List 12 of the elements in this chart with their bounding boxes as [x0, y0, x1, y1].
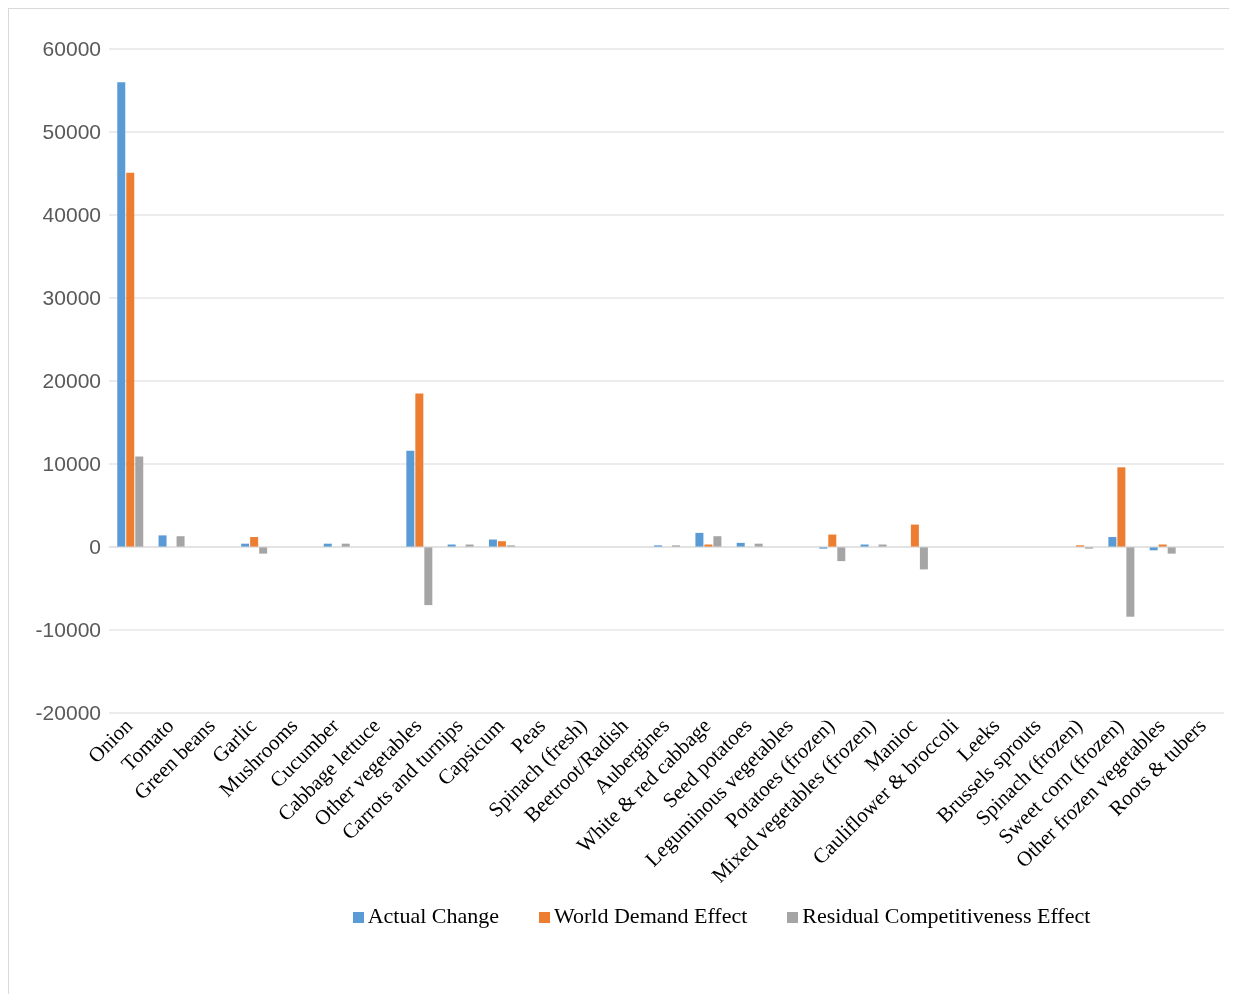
- y-tick-label: -10000: [35, 618, 101, 642]
- legend-label: Residual Competitiveness Effect: [802, 903, 1091, 928]
- legend-label: Actual Change: [367, 903, 500, 928]
- y-tick-label: 60000: [42, 37, 101, 61]
- y-tick-label: -20000: [35, 701, 101, 725]
- y-tick-label: 20000: [42, 369, 101, 393]
- y-tick-label: 50000: [42, 120, 101, 144]
- y-tick-label: 40000: [42, 203, 101, 227]
- y-tick-label: 10000: [42, 452, 101, 476]
- y-tick-label: 30000: [42, 286, 101, 310]
- y-tick-label: 0: [89, 535, 101, 559]
- legend-label: World Demand Effect: [554, 903, 748, 928]
